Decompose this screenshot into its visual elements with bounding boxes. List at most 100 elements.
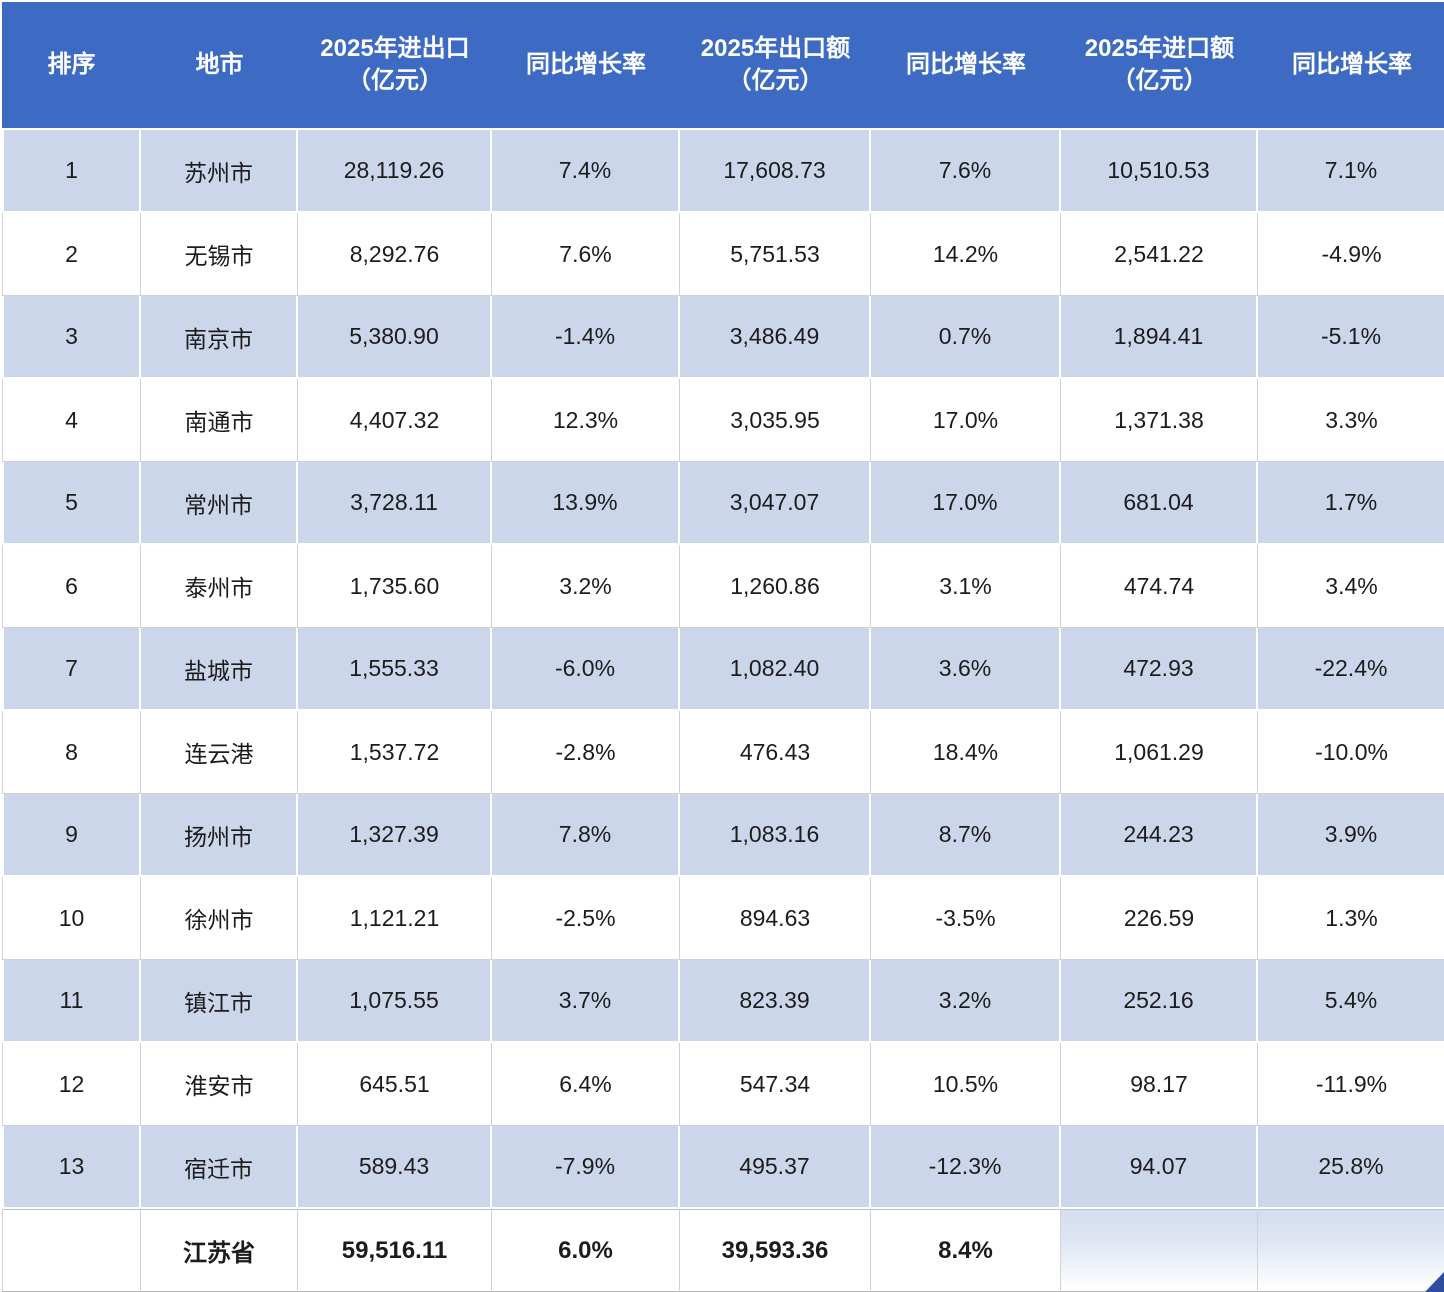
cell-city: 盐城市: [141, 628, 298, 711]
header-label: 排序: [47, 50, 96, 78]
cell-rank: 6: [2, 545, 141, 628]
cell-total: 1,327.39: [298, 794, 492, 877]
cell-import-yoy: 5.4%: [1258, 960, 1444, 1043]
cell-import-yoy: -10.0%: [1258, 711, 1444, 794]
cell-city: 泰州市: [141, 545, 298, 628]
cell-export: 495.37: [680, 1126, 871, 1209]
cell-total-yoy: 6.4%: [492, 1043, 680, 1126]
cell-export-yoy: 0.7%: [871, 296, 1061, 379]
header-label: 同比增长率: [906, 50, 1026, 78]
table-body: 1 苏州市 28,119.26 7.4% 17,608.73 7.6% 10,510.53 7…: [2, 130, 1444, 1292]
cell-city: 南京市: [141, 296, 298, 379]
cell-export-yoy: 10.5%: [871, 1043, 1061, 1126]
table-row: 7 盐城市 1,555.33 -6.0% 1,082.40 3.6% 472.93 -22.4…: [2, 628, 1444, 711]
table-row: 1 苏州市 28,119.26 7.4% 17,608.73 7.6% 10,510.53 7…: [2, 130, 1444, 213]
cell-total-yoy: 6.0%: [492, 1209, 680, 1292]
cell-import-yoy: -4.9%: [1258, 213, 1444, 296]
header-total-yoy: 同比增长率: [492, 2, 680, 130]
cell-export-yoy: 17.0%: [871, 379, 1061, 462]
cell-export: 3,486.49: [680, 296, 871, 379]
cell-total: 645.51: [298, 1043, 492, 1126]
cell-total-yoy: 13.9%: [492, 462, 680, 545]
cell-total: 1,121.21: [298, 877, 492, 960]
cell-rank: 11: [2, 960, 141, 1043]
cell-total: 1,075.55: [298, 960, 492, 1043]
cell-export: 1,083.16: [680, 794, 871, 877]
cell-city: 连云港: [141, 711, 298, 794]
cell-total: 59,516.11: [298, 1209, 492, 1292]
cell-export: 39,593.36: [680, 1209, 871, 1292]
cell-rank: [2, 1209, 141, 1292]
header-label-line2: （亿元）: [727, 67, 824, 94]
cell-rank: 2: [2, 213, 141, 296]
cell-export-yoy: -3.5%: [871, 877, 1061, 960]
cell-export-yoy: 3.1%: [871, 545, 1061, 628]
cell-total: 1,537.72: [298, 711, 492, 794]
cell-city: 扬州市: [141, 794, 298, 877]
table-row: 3 南京市 5,380.90 -1.4% 3,486.49 0.7% 1,894.41 -5.…: [2, 296, 1444, 379]
cell-export-yoy: 17.0%: [871, 462, 1061, 545]
cell-city: 徐州市: [141, 877, 298, 960]
cell-rank: 1: [2, 130, 141, 213]
cell-export-yoy: -12.3%: [871, 1126, 1061, 1209]
table-row: 13 宿迁市 589.43 -7.9% 495.37 -12.3% 94.07 25.8%: [2, 1126, 1444, 1209]
cell-import: 252.16: [1061, 960, 1258, 1043]
cell-export: 547.34: [680, 1043, 871, 1126]
cell-import: 226.59: [1061, 877, 1258, 960]
cell-total-yoy: -6.0%: [492, 628, 680, 711]
cell-import: 472.93: [1061, 628, 1258, 711]
cell-export-yoy: 7.6%: [871, 130, 1061, 213]
cell-export: 823.39: [680, 960, 871, 1043]
cell-total: 5,380.90: [298, 296, 492, 379]
cell-city: 苏州市: [141, 130, 298, 213]
header-rank: 排序: [2, 2, 141, 130]
cell-total: 4,407.32: [298, 379, 492, 462]
cell-import: 681.04: [1061, 462, 1258, 545]
table-row: 4 南通市 4,407.32 12.3% 3,035.95 17.0% 1,371.38 3.…: [2, 379, 1444, 462]
header-label-line2: （亿元）: [1111, 67, 1208, 94]
table-row: 10 徐州市 1,121.21 -2.5% 894.63 -3.5% 226.59 1.3%: [2, 877, 1444, 960]
cell-total-yoy: 7.4%: [492, 130, 680, 213]
cell-export: 3,047.07: [680, 462, 871, 545]
table-row: 12 淮安市 645.51 6.4% 547.34 10.5% 98.17 -11.9%: [2, 1043, 1444, 1126]
cell-import-yoy: -22.4%: [1258, 628, 1444, 711]
table-row: 5 常州市 3,728.11 13.9% 3,047.07 17.0% 681.04 1.7%: [2, 462, 1444, 545]
cell-total: 589.43: [298, 1126, 492, 1209]
header-label: 地市: [195, 50, 244, 78]
cell-rank: 4: [2, 379, 141, 462]
cell-import: 1,894.41: [1061, 296, 1258, 379]
header-import: 2025年进口额 （亿元）: [1061, 2, 1258, 130]
cell-export-yoy: 18.4%: [871, 711, 1061, 794]
header-label: 同比增长率: [1292, 50, 1412, 78]
cell-city: 无锡市: [141, 213, 298, 296]
cell-rank: 7: [2, 628, 141, 711]
table-row: 11 镇江市 1,075.55 3.7% 823.39 3.2% 252.16 5.4%: [2, 960, 1444, 1043]
cell-export-yoy: 3.2%: [871, 960, 1061, 1043]
header-total-trade: 2025年进出口 （亿元）: [298, 2, 492, 130]
cell-export: 3,035.95: [680, 379, 871, 462]
cell-rank: 5: [2, 462, 141, 545]
cell-total-yoy: -7.9%: [492, 1126, 680, 1209]
cell-total-yoy: -2.5%: [492, 877, 680, 960]
cell-total-yoy: -1.4%: [492, 296, 680, 379]
cell-rank: 8: [2, 711, 141, 794]
cell-import: 1,371.38: [1061, 379, 1258, 462]
cell-import-yoy: -5.1%: [1258, 296, 1444, 379]
table-row: 2 无锡市 8,292.76 7.6% 5,751.53 14.2% 2,541.22 -4.…: [2, 213, 1444, 296]
cell-city: 宿迁市: [141, 1126, 298, 1209]
cell-total-yoy: -2.8%: [492, 711, 680, 794]
header-label: 2025年进出口: [320, 34, 470, 62]
cell-import-yoy: 3.3%: [1258, 379, 1444, 462]
cell-export: 1,260.86: [680, 545, 871, 628]
cell-city: 南通市: [141, 379, 298, 462]
cell-import-yoy: 3.4%: [1258, 545, 1444, 628]
cell-total-yoy: 12.3%: [492, 379, 680, 462]
header-label: 2025年出口额: [700, 34, 851, 62]
table-row: 9 扬州市 1,327.39 7.8% 1,083.16 8.7% 244.23 3.9%: [2, 794, 1444, 877]
cell-city: 淮安市: [141, 1043, 298, 1126]
cell-import: 94.07: [1061, 1126, 1258, 1209]
cell-import: 244.23: [1061, 794, 1258, 877]
cell-export-yoy: 8.4%: [871, 1209, 1061, 1292]
table-row: 8 连云港 1,537.72 -2.8% 476.43 18.4% 1,061.29 -10.…: [2, 711, 1444, 794]
